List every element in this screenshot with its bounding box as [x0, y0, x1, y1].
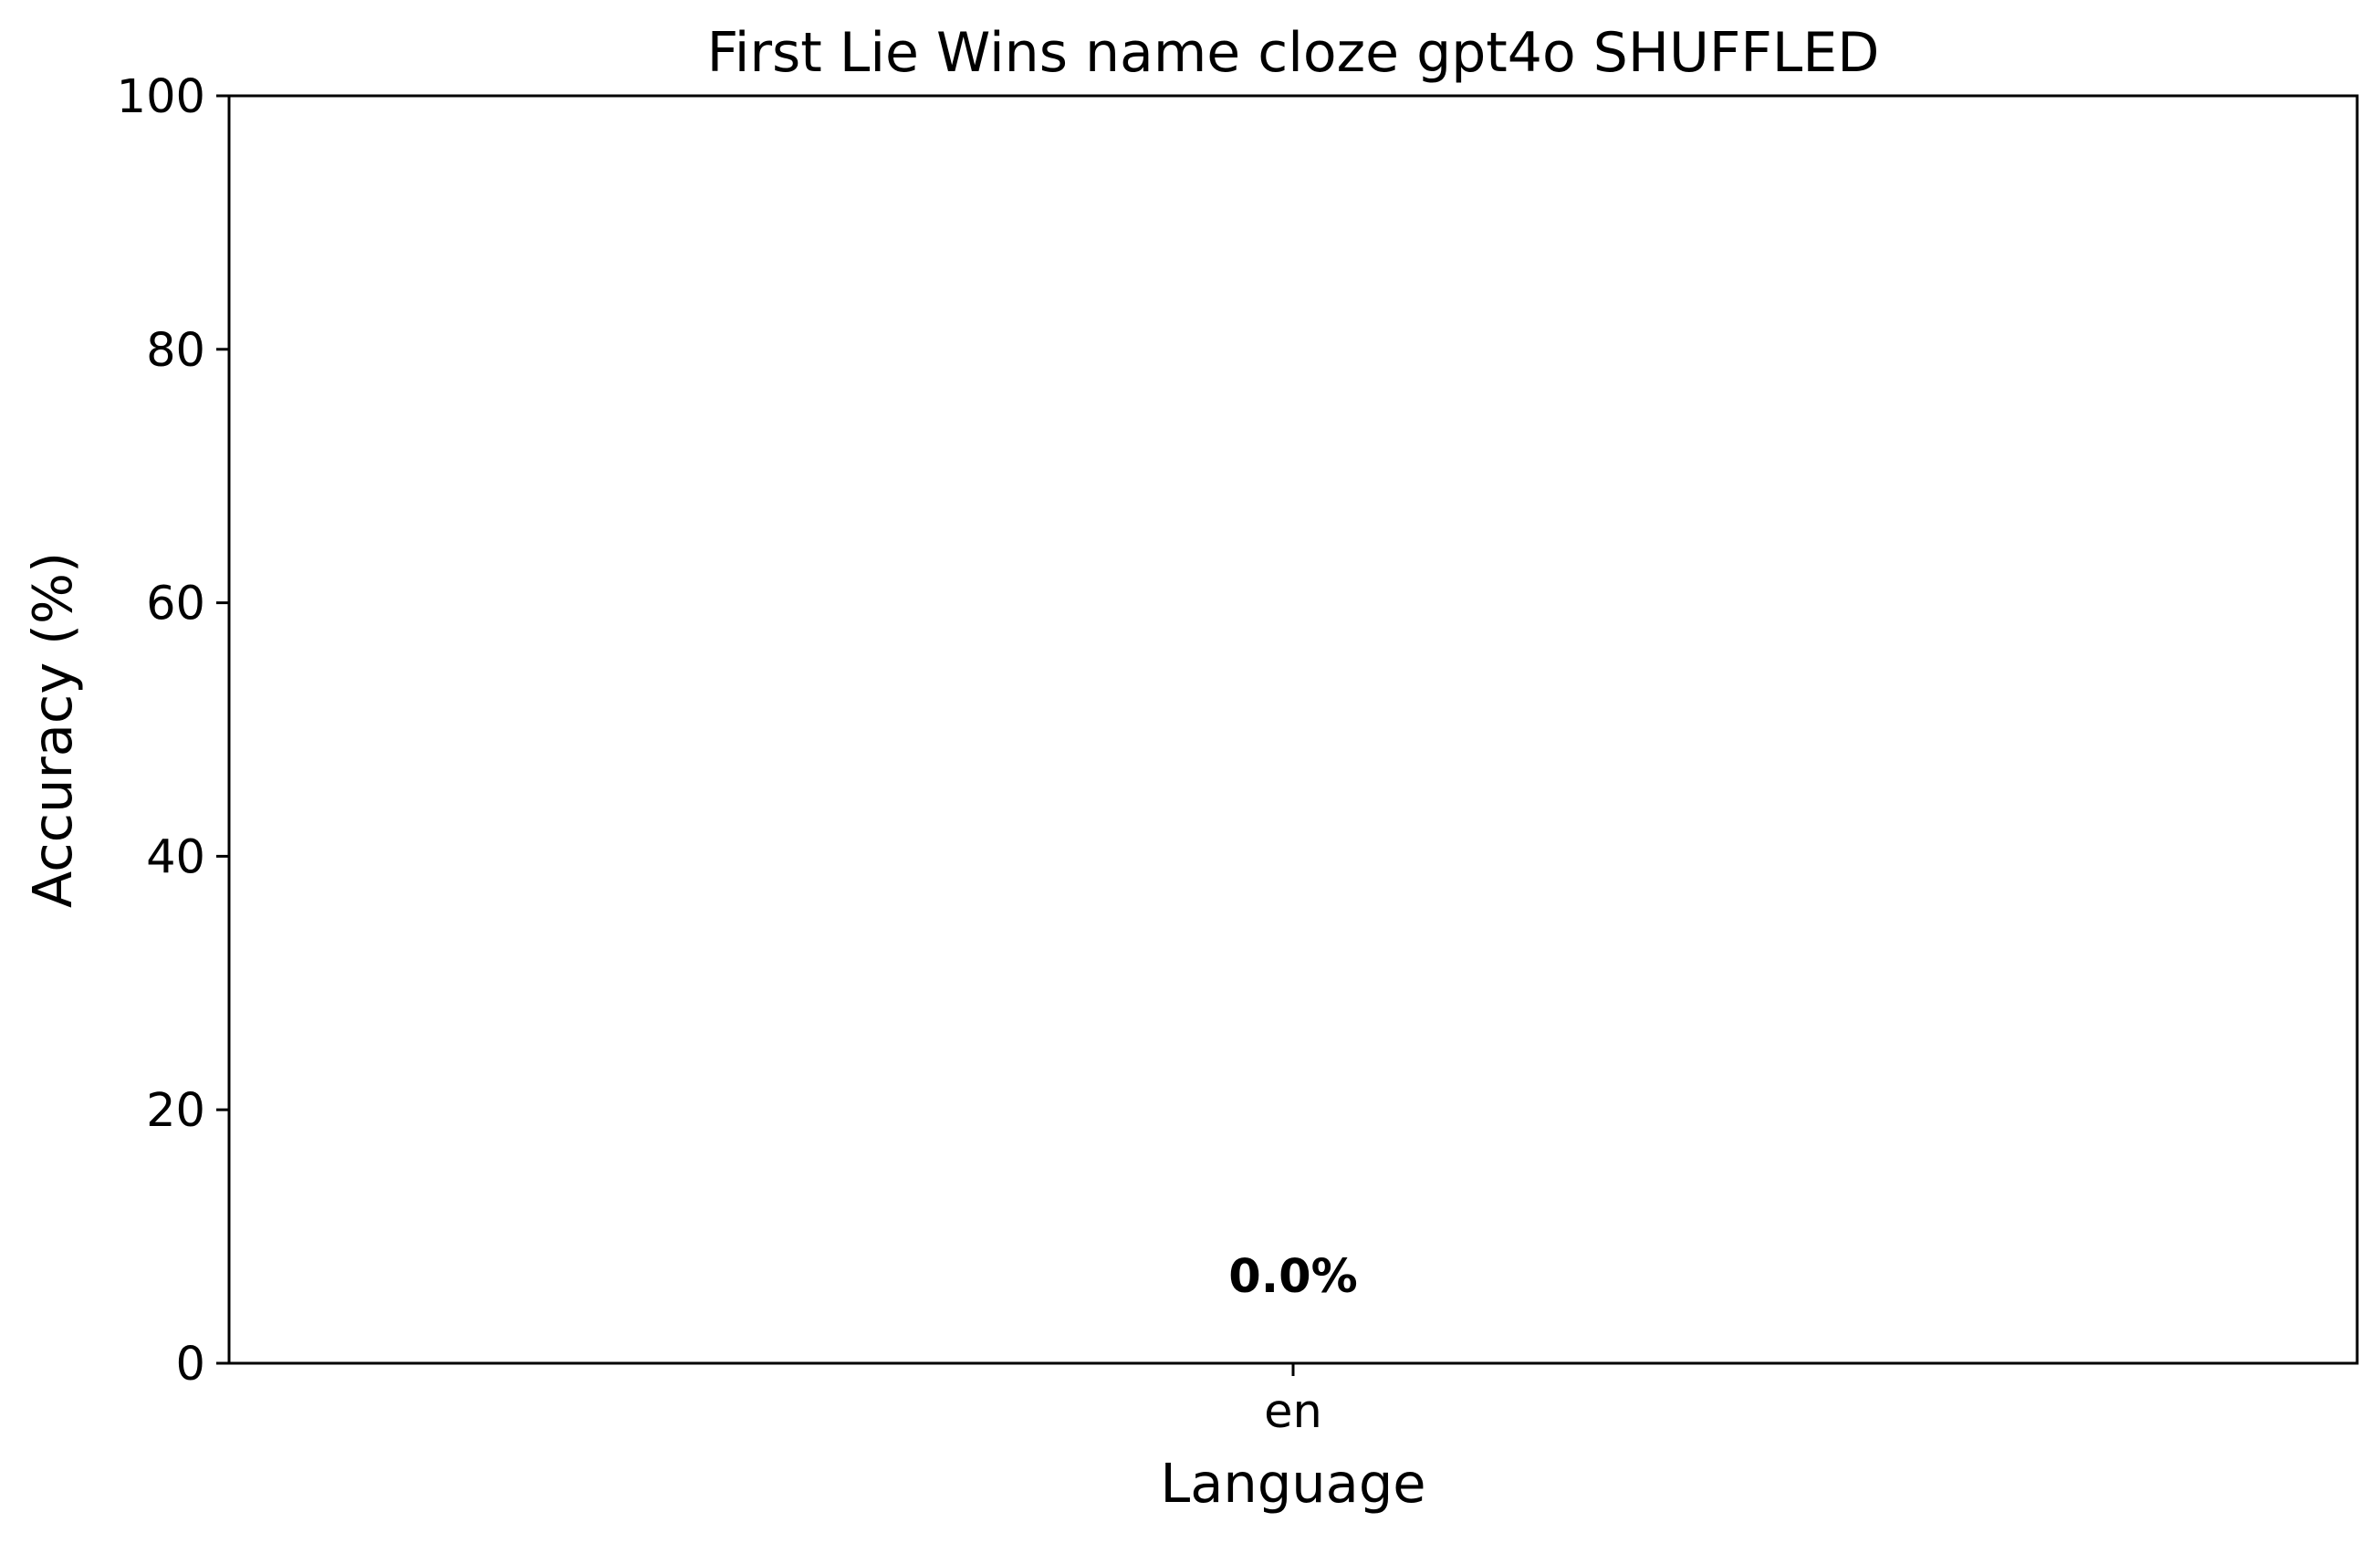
data-labels: 0.0%	[1228, 1250, 1357, 1304]
plot-frame	[227, 94, 2359, 1365]
x-axis-label: Language	[1160, 1452, 1425, 1515]
y-tick-label: 20	[146, 1084, 205, 1138]
x-axis-ticks: en	[1264, 1363, 1322, 1439]
y-axis-ticks: 0 20 40 60 80 100	[117, 70, 229, 1392]
bar-value-label: 0.0%	[1228, 1250, 1357, 1304]
y-tick-label: 80	[146, 324, 205, 378]
chart-title: First Lie Wins name cloze gpt4o SHUFFLED	[707, 21, 1880, 85]
y-tick-label: 60	[146, 578, 205, 631]
y-tick-label: 40	[146, 830, 205, 884]
x-tick-label: en	[1264, 1385, 1322, 1439]
y-axis-label: Accuracy (%)	[21, 552, 84, 908]
y-tick-label: 0	[176, 1338, 205, 1392]
y-tick-label: 100	[117, 70, 205, 124]
